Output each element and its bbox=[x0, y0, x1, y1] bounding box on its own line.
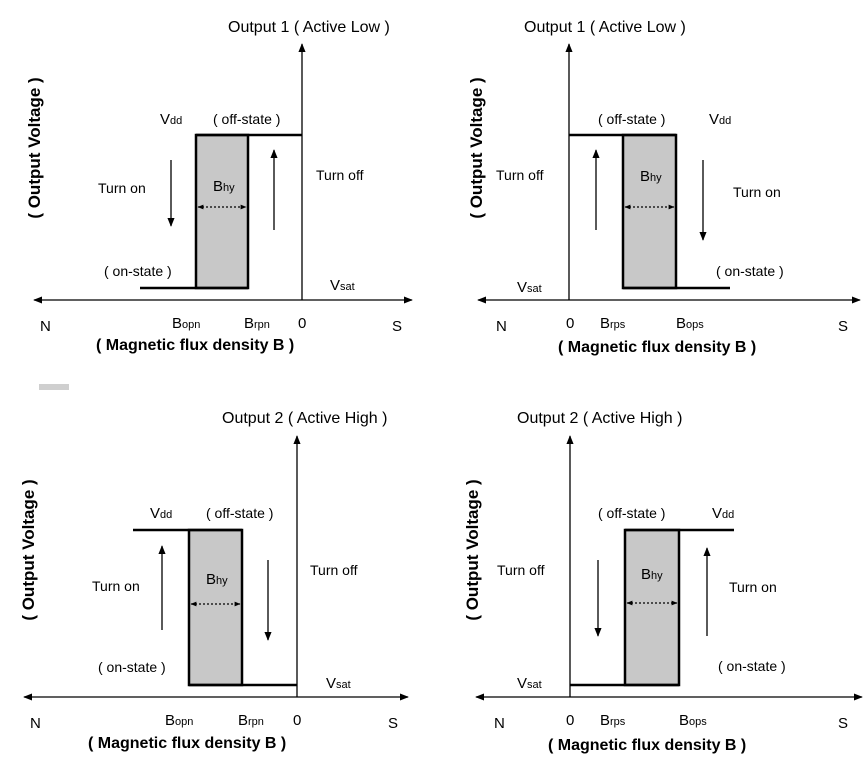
turn-on-label: Turn on bbox=[98, 180, 146, 196]
bhy-label: Bhy bbox=[213, 178, 235, 195]
b-opn-label: Bopn bbox=[172, 315, 200, 332]
b-rpn-label: Brpn bbox=[244, 315, 270, 332]
x-axis-label: ( Magnetic flux density B ) bbox=[548, 737, 746, 754]
axis-s-label: S bbox=[838, 318, 848, 335]
hysteresis-region bbox=[194, 133, 250, 290]
zero-label: 0 bbox=[566, 712, 574, 729]
b-ops-label: Bops bbox=[679, 712, 707, 729]
axis-n-label: N bbox=[40, 318, 51, 335]
x-axis-label: ( Magnetic flux density B ) bbox=[88, 735, 286, 752]
turn-off-label: Turn off bbox=[310, 562, 358, 578]
panel-title: Output 2 ( Active High ) bbox=[517, 410, 682, 427]
axis-s-label: S bbox=[388, 715, 398, 732]
hysteresis-region bbox=[187, 528, 244, 687]
off-state-label: ( off-state ) bbox=[598, 111, 665, 127]
bhy-label: Bhy bbox=[206, 571, 228, 588]
vdd-label: Vdd bbox=[160, 111, 182, 128]
b-rpn-label: Brpn bbox=[238, 712, 264, 729]
y-axis-label: ( Output Voltage ) bbox=[25, 77, 44, 218]
turn-on-label: Turn on bbox=[92, 578, 140, 594]
vsat-label: Vsat bbox=[517, 279, 542, 296]
b-ops-label: Bops bbox=[676, 315, 704, 332]
vdd-label: Vdd bbox=[150, 505, 172, 522]
bhy-label: Bhy bbox=[640, 168, 662, 185]
zero-label: 0 bbox=[293, 712, 301, 729]
turn-off-label: Turn off bbox=[496, 167, 544, 183]
y-axis-label: ( Output Voltage ) bbox=[19, 479, 38, 620]
vsat-label: Vsat bbox=[326, 675, 351, 692]
zero-label: 0 bbox=[298, 315, 306, 332]
panel-output1-north: Output 1 ( Active Low ) ( Output Voltage… bbox=[25, 19, 413, 354]
y-axis-label: ( Output Voltage ) bbox=[463, 479, 482, 620]
on-state-label: ( on-state ) bbox=[718, 658, 786, 674]
x-axis-label: ( Magnetic flux density B ) bbox=[558, 339, 756, 356]
axis-n-label: N bbox=[494, 715, 505, 732]
hysteresis-region bbox=[623, 528, 681, 687]
turn-on-label: Turn on bbox=[733, 184, 781, 200]
off-state-label: ( off-state ) bbox=[206, 505, 273, 521]
vdd-label: Vdd bbox=[712, 505, 734, 522]
vsat-label: Vsat bbox=[517, 675, 542, 692]
on-state-label: ( on-state ) bbox=[98, 659, 166, 675]
axis-s-label: S bbox=[392, 318, 402, 335]
b-rps-label: Brps bbox=[600, 712, 626, 729]
on-state-label: ( on-state ) bbox=[716, 263, 784, 279]
vdd-label: Vdd bbox=[709, 111, 731, 128]
hysteresis-region bbox=[621, 133, 678, 290]
panel-output2-north: Output 2 ( Active High ) ( Output Voltag… bbox=[19, 410, 409, 752]
b-opn-label: Bopn bbox=[165, 712, 193, 729]
panel-output1-south: Output 1 ( Active Low ) ( Output Voltage… bbox=[467, 19, 861, 356]
panel-output2-south: Output 2 ( Active High ) ( Output Voltag… bbox=[463, 410, 863, 754]
y-axis-label: ( Output Voltage ) bbox=[467, 77, 486, 218]
turn-off-label: Turn off bbox=[316, 167, 364, 183]
x-axis-label: ( Magnetic flux density B ) bbox=[96, 337, 294, 354]
axis-n-label: N bbox=[496, 318, 507, 335]
zero-label: 0 bbox=[566, 315, 574, 332]
panel-title: Output 2 ( Active High ) bbox=[222, 410, 387, 427]
axis-s-label: S bbox=[838, 715, 848, 732]
axis-n-label: N bbox=[30, 715, 41, 732]
panel-title: Output 1 ( Active Low ) bbox=[524, 19, 686, 36]
turn-off-label: Turn off bbox=[497, 562, 545, 578]
vsat-label: Vsat bbox=[330, 277, 355, 294]
panel-title: Output 1 ( Active Low ) bbox=[228, 19, 390, 36]
turn-on-label: Turn on bbox=[729, 579, 777, 595]
watermark-mark bbox=[39, 384, 69, 390]
b-rps-label: Brps bbox=[600, 315, 626, 332]
off-state-label: ( off-state ) bbox=[213, 111, 280, 127]
off-state-label: ( off-state ) bbox=[598, 505, 665, 521]
on-state-label: ( on-state ) bbox=[104, 263, 172, 279]
bhy-label: Bhy bbox=[641, 566, 663, 583]
